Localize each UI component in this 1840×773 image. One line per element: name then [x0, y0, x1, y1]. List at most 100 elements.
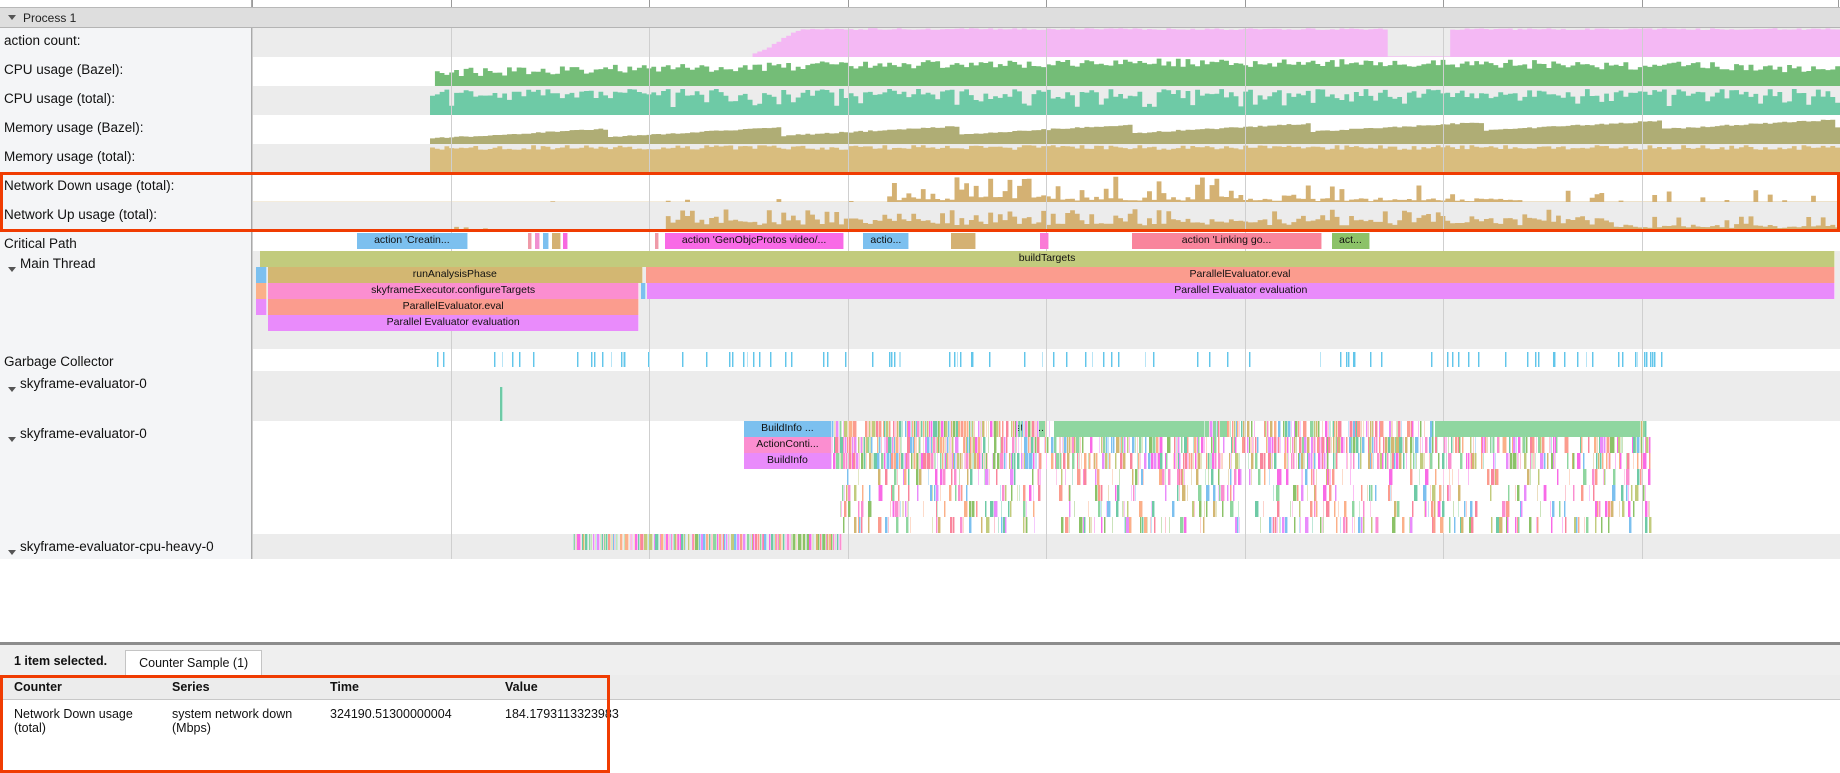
slice[interactable]: [1597, 501, 1600, 517]
slice[interactable]: [1158, 437, 1161, 453]
slice[interactable]: [899, 421, 902, 437]
gc-event-slice[interactable]: [610, 352, 613, 367]
counter-chart-cpu-usage-bazel[interactable]: [252, 57, 1840, 86]
counter-chart-network-up-total[interactable]: [252, 202, 1840, 231]
gc-event-slice[interactable]: [622, 352, 625, 367]
slice[interactable]: [1415, 437, 1419, 453]
slice[interactable]: [1371, 437, 1375, 453]
slice[interactable]: [1594, 517, 1597, 533]
thread-chart-garbage-collector[interactable]: [252, 349, 1840, 371]
slice[interactable]: [1487, 469, 1491, 485]
slice[interactable]: [1294, 437, 1298, 453]
slice[interactable]: [1191, 453, 1195, 469]
slice[interactable]: [875, 421, 877, 437]
slice[interactable]: [734, 534, 737, 550]
slice[interactable]: [1322, 421, 1324, 437]
slice[interactable]: [1351, 517, 1354, 533]
thread-track-skyframe-evaluator-cpu-heavy-0[interactable]: skyframe-evaluator-cpu-heavy-0: [0, 534, 1840, 559]
slice[interactable]: [1314, 453, 1317, 469]
tab-counter-sample[interactable]: Counter Sample (1): [125, 650, 263, 675]
slice[interactable]: [1374, 485, 1377, 501]
slice[interactable]: [811, 534, 813, 550]
slice[interactable]: [937, 501, 939, 517]
counter-track-memory-usage-total[interactable]: Memory usage (total):: [0, 144, 1840, 173]
slice[interactable]: [1349, 421, 1353, 437]
slice[interactable]: [847, 469, 849, 485]
slice[interactable]: [860, 453, 865, 469]
slice[interactable]: [1467, 469, 1469, 485]
slice[interactable]: [1221, 485, 1225, 501]
slice[interactable]: [943, 469, 946, 485]
slice[interactable]: [683, 534, 685, 550]
chevron-down-icon[interactable]: [8, 543, 23, 558]
gc-event-slice[interactable]: [1370, 352, 1373, 367]
slice[interactable]: [1298, 453, 1301, 469]
slice[interactable]: [954, 469, 957, 485]
slice[interactable]: [1613, 469, 1616, 485]
slice[interactable]: [1187, 437, 1189, 453]
slice[interactable]: [1606, 437, 1608, 453]
slice[interactable]: [1109, 453, 1111, 469]
slice[interactable]: [1390, 453, 1393, 469]
slice[interactable]: [1050, 437, 1054, 453]
slice[interactable]: [1390, 421, 1393, 437]
slice[interactable]: [1481, 453, 1483, 469]
slice[interactable]: [1573, 485, 1575, 501]
slice[interactable]: [1077, 453, 1079, 469]
slice[interactable]: [909, 517, 912, 533]
gc-event-slice[interactable]: [732, 352, 734, 367]
slice[interactable]: [977, 501, 979, 517]
gc-event-slice[interactable]: [953, 352, 956, 367]
slice[interactable]: [1556, 437, 1558, 453]
slice[interactable]: [1469, 437, 1473, 453]
slice[interactable]: [1001, 485, 1005, 501]
slice[interactable]: [1030, 437, 1034, 453]
slice[interactable]: [1345, 517, 1349, 533]
slice[interactable]: [1071, 469, 1074, 485]
slice[interactable]: [1028, 437, 1030, 453]
slice[interactable]: [880, 437, 882, 453]
slice[interactable]: [1502, 437, 1504, 453]
slice[interactable]: [1124, 501, 1126, 517]
slice[interactable]: [963, 453, 965, 469]
slice[interactable]: [1514, 437, 1518, 453]
slice[interactable]: [1396, 501, 1400, 517]
gc-event-slice[interactable]: [823, 352, 826, 367]
slice[interactable]: [779, 534, 782, 550]
slice[interactable]: [884, 517, 888, 533]
slice[interactable]: [1353, 517, 1356, 533]
slice[interactable]: [1619, 437, 1622, 453]
slice[interactable]: [935, 485, 939, 501]
slice[interactable]: [1068, 485, 1072, 501]
gc-event-slice[interactable]: [593, 352, 596, 367]
slice[interactable]: [835, 421, 839, 437]
slice[interactable]: [1370, 485, 1374, 501]
slice[interactable]: [1187, 453, 1190, 469]
slice[interactable]: [865, 437, 867, 453]
slice[interactable]: [1405, 453, 1408, 469]
slice[interactable]: [832, 421, 835, 437]
slice[interactable]: [768, 534, 771, 550]
slice[interactable]: [1288, 453, 1290, 469]
slice[interactable]: [904, 501, 907, 517]
slice[interactable]: [1430, 453, 1433, 469]
slice[interactable]: [1352, 453, 1355, 469]
slice[interactable]: [1632, 453, 1635, 469]
slice[interactable]: [1601, 453, 1605, 469]
slice[interactable]: [1205, 437, 1207, 453]
slice[interactable]: [1310, 501, 1313, 517]
slice[interactable]: [823, 534, 827, 550]
slice[interactable]: [1518, 437, 1522, 453]
track-label-cpu-usage-bazel[interactable]: CPU usage (Bazel):: [0, 57, 252, 86]
slice[interactable]: [1450, 437, 1454, 453]
slice[interactable]: [1337, 501, 1340, 517]
slice[interactable]: [886, 453, 890, 469]
slice[interactable]: [1084, 469, 1087, 485]
slice[interactable]: [1532, 453, 1534, 469]
gc-event-slice[interactable]: [648, 352, 650, 367]
slice[interactable]: [838, 437, 841, 453]
slice[interactable]: [1420, 453, 1424, 469]
counter-track-cpu-usage-total[interactable]: CPU usage (total):: [0, 86, 1840, 115]
slice[interactable]: [939, 469, 944, 485]
slice[interactable]: [839, 421, 843, 437]
